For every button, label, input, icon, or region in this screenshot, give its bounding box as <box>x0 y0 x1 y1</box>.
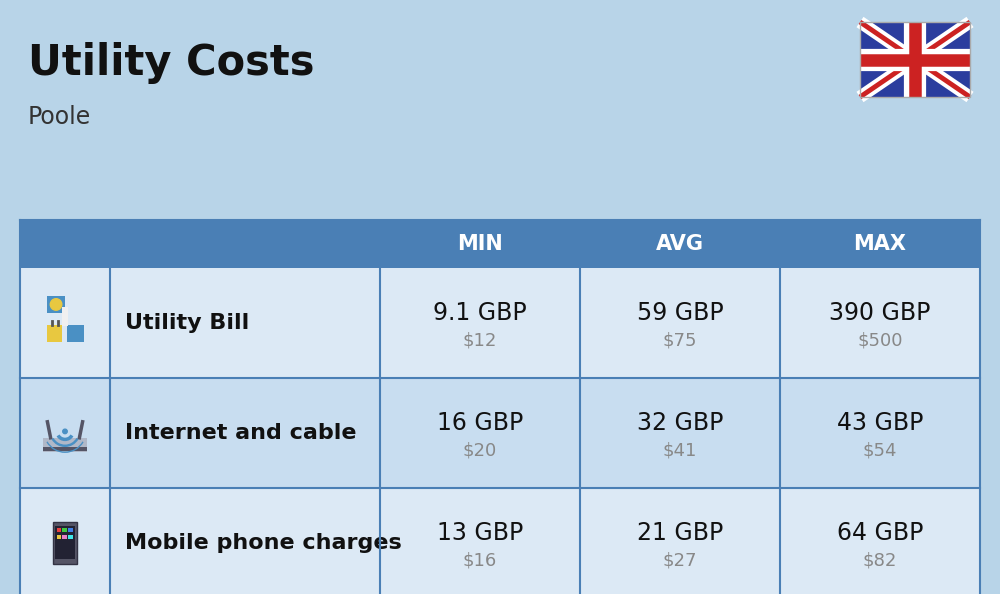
Bar <box>20 220 980 268</box>
Text: AVG: AVG <box>656 234 704 254</box>
Bar <box>20 488 980 594</box>
Text: Mobile phone charges: Mobile phone charges <box>125 533 402 553</box>
Circle shape <box>63 429 67 434</box>
Text: $500: $500 <box>857 332 903 350</box>
Bar <box>57 528 61 532</box>
Text: 390 GBP: 390 GBP <box>829 301 931 325</box>
Text: $16: $16 <box>463 552 497 570</box>
Text: 59 GBP: 59 GBP <box>637 301 723 325</box>
Text: MIN: MIN <box>457 234 503 254</box>
Text: 21 GBP: 21 GBP <box>637 521 723 545</box>
Text: $41: $41 <box>663 442 697 460</box>
Circle shape <box>50 299 62 310</box>
Text: Utility Costs: Utility Costs <box>28 42 314 84</box>
Text: 32 GBP: 32 GBP <box>637 411 723 435</box>
Text: 16 GBP: 16 GBP <box>437 411 523 435</box>
Text: 64 GBP: 64 GBP <box>837 521 923 545</box>
Bar <box>62 535 67 539</box>
Text: Internet and cable: Internet and cable <box>125 423 356 443</box>
Bar <box>53 522 77 564</box>
Bar <box>67 324 84 342</box>
Bar <box>68 528 73 532</box>
Text: 9.1 GBP: 9.1 GBP <box>433 301 527 325</box>
Text: Utility Bill: Utility Bill <box>125 313 249 333</box>
Text: $54: $54 <box>863 442 897 460</box>
Bar <box>68 535 73 539</box>
Bar <box>20 268 980 378</box>
Bar <box>860 22 970 97</box>
Bar <box>47 324 62 342</box>
Bar <box>57 535 61 539</box>
Text: MAX: MAX <box>854 234 906 254</box>
Bar <box>62 307 68 326</box>
Text: 43 GBP: 43 GBP <box>837 411 923 435</box>
Text: $12: $12 <box>463 332 497 350</box>
Bar <box>43 438 87 452</box>
Bar <box>62 528 67 532</box>
Text: $75: $75 <box>663 332 697 350</box>
Text: $27: $27 <box>663 552 697 570</box>
Text: $20: $20 <box>463 442 497 460</box>
Text: $82: $82 <box>863 552 897 570</box>
Bar <box>47 296 65 314</box>
Bar <box>55 526 75 559</box>
Bar <box>860 22 970 97</box>
Text: 13 GBP: 13 GBP <box>437 521 523 545</box>
Bar <box>20 378 980 488</box>
Text: Poole: Poole <box>28 105 91 129</box>
Bar <box>43 447 87 451</box>
